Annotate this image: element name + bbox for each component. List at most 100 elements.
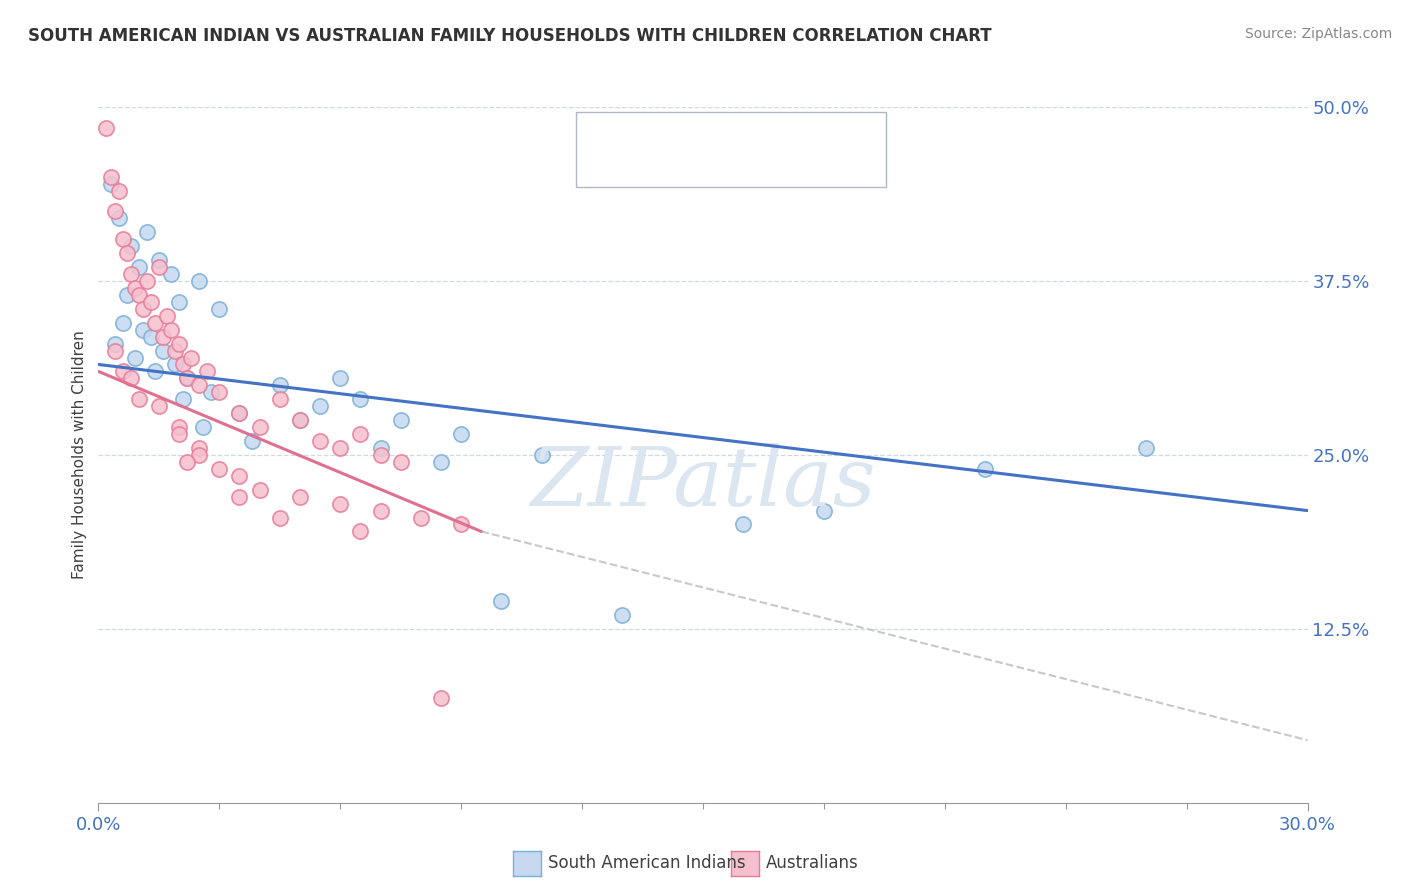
Point bbox=[115, 288, 138, 302]
Point bbox=[143, 316, 166, 330]
Point bbox=[128, 260, 150, 274]
Point bbox=[124, 281, 146, 295]
Point bbox=[813, 503, 835, 517]
Point bbox=[135, 225, 157, 239]
Text: South American Indians: South American Indians bbox=[548, 855, 747, 872]
Point bbox=[176, 371, 198, 385]
Point bbox=[228, 406, 250, 420]
Point bbox=[120, 267, 142, 281]
Text: R = -0.253   N = 56: R = -0.253 N = 56 bbox=[624, 150, 787, 168]
Point bbox=[370, 503, 392, 517]
Text: R = -0.273   N = 41: R = -0.273 N = 41 bbox=[624, 114, 787, 132]
Point bbox=[163, 343, 186, 358]
Point bbox=[156, 309, 179, 323]
Point bbox=[430, 691, 453, 706]
Point bbox=[180, 351, 202, 365]
Point bbox=[269, 392, 291, 407]
Point bbox=[139, 294, 162, 309]
Point bbox=[208, 462, 231, 476]
Point bbox=[132, 301, 155, 316]
Point bbox=[208, 385, 231, 400]
Point bbox=[96, 120, 118, 135]
Point bbox=[103, 204, 125, 219]
Point bbox=[188, 441, 211, 455]
Point bbox=[349, 524, 371, 539]
Point bbox=[309, 399, 332, 413]
Point bbox=[288, 490, 311, 504]
Point bbox=[370, 448, 392, 462]
Y-axis label: Family Households with Children: Family Households with Children bbox=[72, 331, 87, 579]
Point bbox=[143, 364, 166, 378]
Point bbox=[124, 351, 146, 365]
Point bbox=[167, 420, 190, 434]
Point bbox=[167, 336, 190, 351]
Point bbox=[103, 336, 125, 351]
Point bbox=[450, 427, 472, 442]
Point bbox=[249, 420, 271, 434]
Point bbox=[269, 510, 291, 524]
Point bbox=[430, 455, 453, 469]
Point bbox=[200, 385, 222, 400]
Point bbox=[491, 594, 513, 608]
Point bbox=[269, 378, 291, 392]
Point bbox=[100, 169, 122, 184]
Point bbox=[349, 392, 371, 407]
Point bbox=[163, 358, 186, 372]
Point bbox=[228, 468, 250, 483]
Point bbox=[228, 490, 250, 504]
Point bbox=[249, 483, 271, 497]
Point bbox=[409, 510, 432, 524]
Point bbox=[733, 517, 755, 532]
Point bbox=[103, 343, 125, 358]
Point bbox=[160, 267, 183, 281]
Point bbox=[128, 288, 150, 302]
Point bbox=[530, 448, 553, 462]
Point bbox=[349, 427, 371, 442]
Point bbox=[135, 274, 157, 288]
Point bbox=[309, 434, 332, 448]
Point bbox=[148, 399, 170, 413]
Point bbox=[228, 406, 250, 420]
Point bbox=[152, 329, 174, 343]
Point bbox=[167, 427, 190, 442]
Point bbox=[188, 274, 211, 288]
Point bbox=[152, 343, 174, 358]
Point bbox=[160, 323, 183, 337]
Point bbox=[111, 232, 134, 246]
Point bbox=[288, 413, 311, 427]
Point bbox=[188, 378, 211, 392]
Point bbox=[208, 301, 231, 316]
Point bbox=[167, 294, 190, 309]
Point bbox=[288, 413, 311, 427]
Text: Source: ZipAtlas.com: Source: ZipAtlas.com bbox=[1244, 27, 1392, 41]
Point bbox=[612, 607, 634, 622]
Point bbox=[120, 371, 142, 385]
Point bbox=[329, 371, 352, 385]
Point bbox=[195, 364, 218, 378]
Point bbox=[120, 239, 142, 253]
Point bbox=[111, 316, 134, 330]
Point bbox=[148, 260, 170, 274]
Point bbox=[329, 441, 352, 455]
Point bbox=[115, 246, 138, 260]
Point bbox=[172, 392, 194, 407]
Text: SOUTH AMERICAN INDIAN VS AUSTRALIAN FAMILY HOUSEHOLDS WITH CHILDREN CORRELATION : SOUTH AMERICAN INDIAN VS AUSTRALIAN FAMI… bbox=[28, 27, 991, 45]
Point bbox=[389, 455, 412, 469]
Point bbox=[148, 253, 170, 268]
Text: ZIPatlas: ZIPatlas bbox=[530, 442, 876, 523]
Point bbox=[111, 364, 134, 378]
Point bbox=[107, 184, 129, 198]
Point bbox=[176, 371, 198, 385]
Point bbox=[107, 211, 129, 226]
Point bbox=[128, 392, 150, 407]
Point bbox=[240, 434, 263, 448]
Point bbox=[188, 448, 211, 462]
Point bbox=[176, 455, 198, 469]
Point bbox=[100, 177, 122, 191]
Point bbox=[139, 329, 162, 343]
Text: Australians: Australians bbox=[766, 855, 859, 872]
Point bbox=[370, 441, 392, 455]
Point bbox=[974, 462, 997, 476]
Point bbox=[329, 497, 352, 511]
Point bbox=[450, 517, 472, 532]
